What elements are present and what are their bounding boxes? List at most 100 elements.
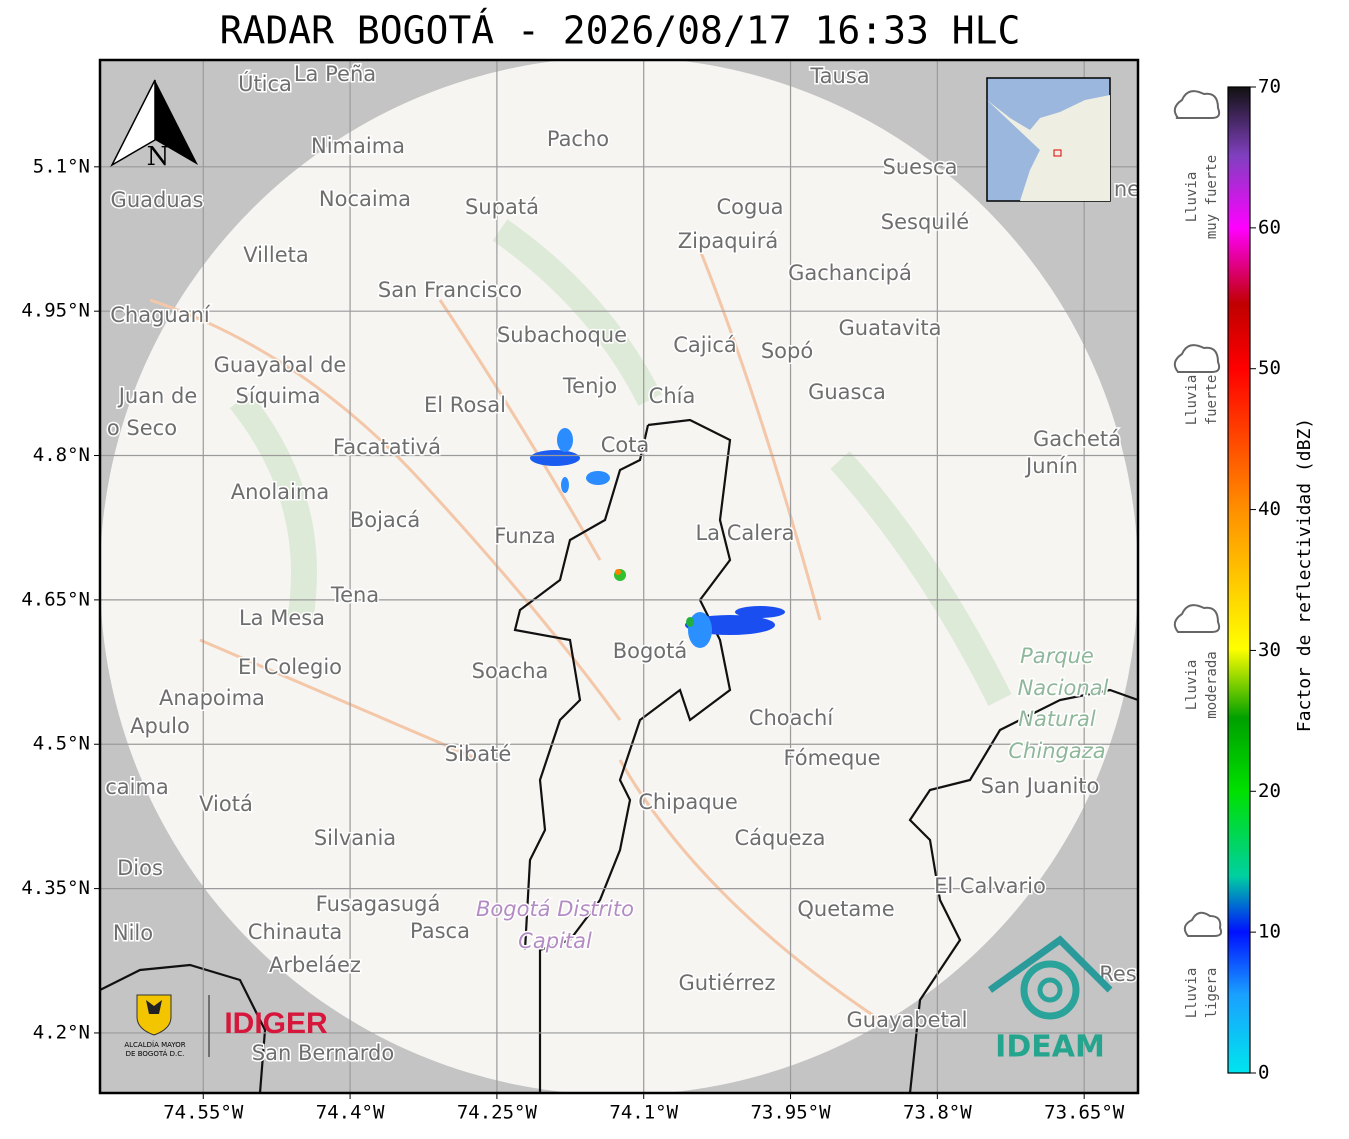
place-label: Nacional [1018,676,1109,700]
place-label: Cogua [716,195,783,219]
place-label: Bojacá [350,508,420,532]
place-label: Sesquilé [881,210,969,234]
place-label: Junín [1024,454,1078,478]
grid [100,60,1138,1093]
place-label: Facatativá [333,435,441,459]
place-label: Sopó [761,339,813,363]
place-label: Apulo [130,714,190,738]
place-label: Tena [330,583,379,607]
place-label: Pasca [410,919,470,943]
place-label: Nilo [113,921,153,945]
place-label: Juan de [117,384,198,408]
colorbar-tick-label: 10 [1258,921,1281,943]
colorbar-tick-label: 70 [1258,76,1281,98]
place-label: El Colegio [238,655,342,679]
place-label: Capital [518,929,592,953]
rain-level-label: Lluvia [1184,660,1200,711]
place-label: Chinauta [248,920,342,944]
place-label: Nimaima [311,134,405,158]
x-tick-label: 74.25°W [457,1102,538,1124]
colorbar-tick-label: 40 [1258,498,1281,520]
place-label: Fusagasugá [316,892,441,916]
place-label: Viotá [199,792,253,816]
rain-level-label: muy fuerte [1204,155,1220,239]
place-label: Chía [649,384,696,408]
place-label: Chipaque [638,790,738,814]
place-label: Arbeláez [269,953,361,977]
place-label: Anapoima [159,686,265,710]
place-label: caima [105,775,169,799]
x-tick-label: 73.8°W [903,1102,972,1124]
place-label: Choachí [749,706,835,730]
place-label: Cota [601,433,650,457]
place-label: Bogotá Distrito [476,897,634,921]
place-label: Villeta [243,243,308,267]
logo-alcaldia: ALCALDÍA MAYOR [124,1040,185,1049]
logos: ALCALDÍA MAYOR DE BOGOTÁ D.C. IDIGER IDE… [124,935,1113,1065]
colorbar-tick-label: 20 [1258,780,1281,802]
y-tick-label: 4.2°N [33,1021,90,1043]
place-label: ne [1114,177,1140,201]
place-label: Cajicá [673,333,737,357]
x-tick-label: 74.1°W [609,1102,678,1124]
place-label: Gutiérrez [679,971,776,995]
place-label: San Juanito [981,774,1100,798]
place-label: Cáqueza [735,826,826,850]
colorbar-tick-label: 0 [1258,1062,1269,1084]
place-label: Fómeque [783,746,880,770]
colorbar [1227,86,1251,1074]
place-label: San Bernardo [252,1041,394,1065]
inset-map [986,77,1111,202]
y-tick-label: 4.95°N [21,300,90,322]
compass: N [110,79,198,172]
place-label: Silvania [314,826,396,850]
place-label: Gachancipá [788,261,912,285]
place-label: Parque [1020,644,1094,668]
x-tick-label: 74.55°W [163,1102,244,1124]
colorbar-tick-label: 60 [1258,216,1281,238]
place-label: Quetame [797,897,894,921]
rain-level-label: Lluvia [1184,375,1200,426]
place-label: Supatá [465,195,539,219]
rain-level-label: Lluvia [1184,172,1200,223]
logo-alcaldia: DE BOGOTÁ D.C. [126,1049,185,1058]
place-label: Pacho [547,127,609,151]
colorbar-label: Factor de reflectividad (dBZ) [1294,418,1315,732]
place-label: Tenjo [562,374,617,398]
place-label: La Peña [294,62,376,86]
place-label: Chingaza [1008,739,1105,763]
place-label: Guasca [808,380,886,404]
place-label: Síquima [236,384,321,408]
place-label: Guaduas [111,188,204,212]
colorbar-tick-label: 50 [1258,357,1281,379]
place-label: La Mesa [239,606,325,630]
place-label: Natural [1018,707,1096,731]
compass-label: N [147,142,170,172]
logo-ideam: IDEAM [995,1030,1105,1065]
place-label: Funza [494,524,555,548]
place-label: Nocaima [319,187,411,211]
x-tick-label: 73.95°W [750,1102,831,1124]
place-label: Zipaquirá [678,229,778,253]
y-tick-label: 4.35°N [21,877,90,899]
y-tick-label: 4.8°N [33,444,90,466]
place-label: El Rosal [424,393,506,417]
place-label: Útica [238,71,292,96]
place-label: Tausa [809,64,869,88]
place-label: San Francisco [378,278,522,302]
place-label: Gachetá [1033,427,1121,451]
place-label: Bogotá [613,639,688,663]
title: RADAR BOGOTÁ - 2026/08/17 16:33 HLC [220,9,1021,53]
place-labels: Útica La Peña Tausa Pacho Nimaima Suesca Guadu… [104,61,1140,1067]
map-frame [98,58,1140,1095]
place-label: La Calera [695,521,794,545]
place-label: Guatavita [839,316,942,340]
place-label: Soacha [472,659,549,683]
place-label: o Seco [107,416,177,440]
radar-echoes [530,428,785,648]
rain-level-label: moderada [1204,651,1220,718]
place-label: Chaguaní [110,303,211,327]
place-label: Suesca [883,155,958,179]
colorbar-tick-label: 30 [1258,639,1281,661]
